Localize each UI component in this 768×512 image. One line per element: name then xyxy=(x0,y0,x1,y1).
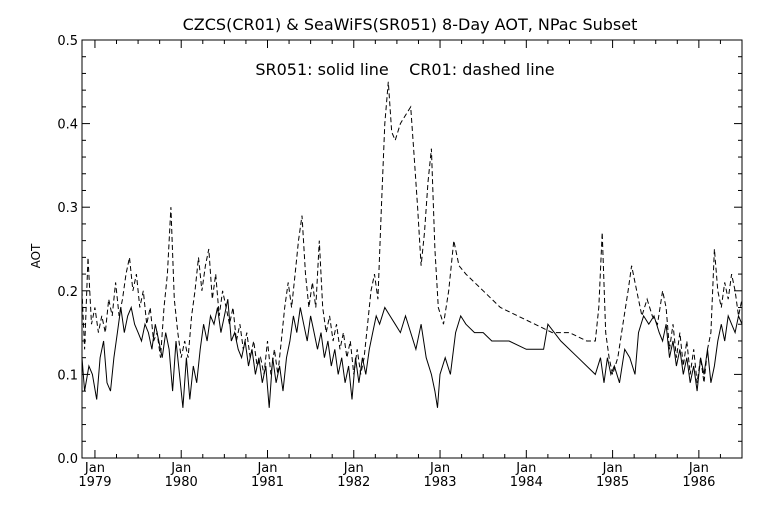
y-tick-label: 0.5 xyxy=(57,34,78,49)
y-axis-label: AOT xyxy=(29,243,43,268)
x-tick-month-label: Jan xyxy=(515,461,536,476)
y-tick-label: 0.3 xyxy=(57,201,78,216)
y-tick-label: 0.0 xyxy=(57,452,78,467)
x-tick-year-label: 1985 xyxy=(596,475,629,490)
chart-title: CZCS(CR01) & SeaWiFS(SR051) 8-Day AOT, N… xyxy=(183,15,638,34)
plot-area xyxy=(81,81,743,408)
x-tick-month-label: Jan xyxy=(84,461,105,476)
line-style-annotation: SR051: solid line CR01: dashed line xyxy=(255,60,554,79)
x-tick-month-label: Jan xyxy=(602,461,623,476)
y-tick-label: 0.1 xyxy=(57,368,78,383)
x-tick-month-label: Jan xyxy=(256,461,277,476)
series-line-sr051 xyxy=(81,299,743,408)
x-tick-year-label: 1979 xyxy=(78,475,111,490)
x-tick-year-label: 1980 xyxy=(165,475,198,490)
y-tick-label: 0.4 xyxy=(57,118,78,133)
axes: 0.00.10.20.30.40.5Jan1979Jan1980Jan1981J… xyxy=(57,34,743,490)
series-line-cr01 xyxy=(81,81,743,383)
x-tick-month-label: Jan xyxy=(429,461,450,476)
x-tick-year-label: 1983 xyxy=(423,475,456,490)
y-tick-label: 0.2 xyxy=(57,285,78,300)
x-tick-month-label: Jan xyxy=(170,461,191,476)
x-tick-year-label: 1984 xyxy=(510,475,543,490)
x-tick-year-label: 1982 xyxy=(337,475,370,490)
x-tick-year-label: 1981 xyxy=(251,475,284,490)
x-tick-month-label: Jan xyxy=(343,461,364,476)
x-tick-year-label: 1986 xyxy=(682,475,715,490)
x-tick-month-label: Jan xyxy=(688,461,709,476)
plot-frame xyxy=(81,39,743,459)
